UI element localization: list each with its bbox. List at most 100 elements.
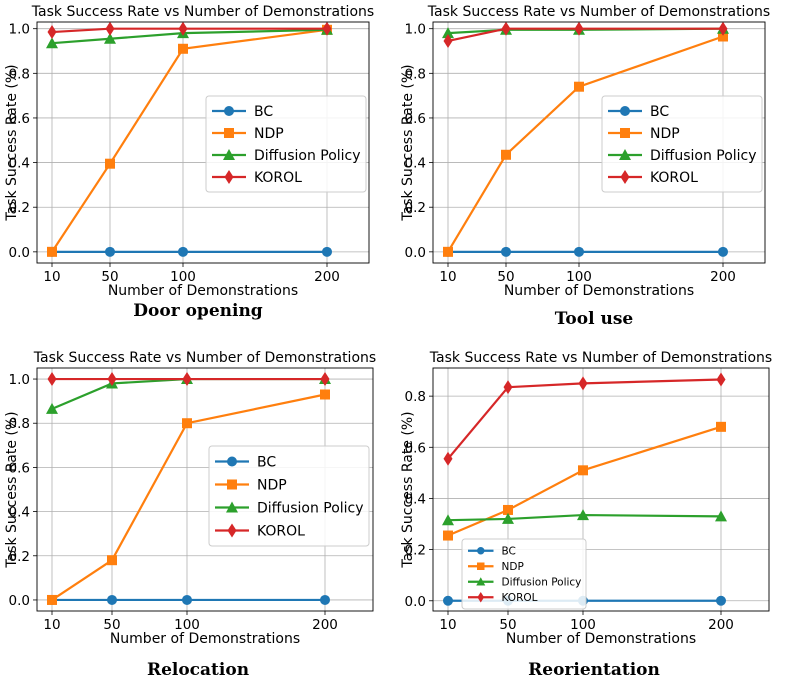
c0-chart-title: Task Success Rate vs Number of Demonstra… (31, 4, 374, 20)
c1-legend-label-diffusion-policy: Diffusion Policy (650, 148, 757, 164)
c0-tick-label-x-3: 200 (314, 269, 340, 285)
c1-point-korol-1 (501, 21, 511, 36)
c0-point-korol-2 (178, 21, 188, 36)
c1-tick-label-y-1: 0.2 (405, 200, 426, 216)
c1-point-bc-3 (718, 246, 728, 257)
chart-panel-door-opening: Task Success Rate vs Number of Demonstra… (0, 0, 396, 342)
c0-legend-marker-korol (224, 170, 234, 184)
c3-point-korol-2 (578, 376, 588, 391)
c3-point-ndp-1 (503, 504, 513, 515)
c1-point-korol-0 (443, 33, 453, 48)
c3-point-bc-0 (443, 595, 453, 606)
c3-series-line-diffusion-policy (447, 513, 722, 522)
c0-point-korol-3 (322, 21, 332, 36)
c0-tick-label-y-3: 0.6 (9, 111, 30, 127)
chart-caption: Reorientation (528, 660, 660, 680)
c0-legend-label-korol: KOROL (254, 170, 302, 186)
c1-chart-title: Task Success Rate vs Number of Demonstra… (427, 4, 770, 20)
chart-panel-tool-use: Task Success Rate vs Number of Demonstra… (396, 0, 792, 342)
c0-y-axis-label: Task Success Rate (%) (4, 64, 20, 221)
chart-door-opening: Task Success Rate vs Number of Demonstra… (4, 4, 374, 299)
c2-tick-label-y-5: 1.0 (9, 372, 30, 388)
chart-relocation: Task Success Rate vs Number of Demonstra… (4, 350, 376, 647)
c3-point-ndp-0 (443, 530, 453, 541)
c2-point-ndp-2 (182, 418, 192, 429)
c2-point-ndp-3 (320, 389, 330, 400)
c3-legend-marker-korol (477, 592, 485, 603)
c0-tick-label-y-1: 0.2 (9, 200, 30, 216)
c0-series-line-diffusion-policy (51, 28, 328, 45)
c1-legend-label-ndp: NDP (650, 126, 680, 142)
c0-series-line-ndp (51, 28, 328, 253)
c0-point-bc-1 (105, 246, 115, 257)
c0-plot-frame (36, 21, 370, 264)
c2-tick-label-x-0: 10 (43, 617, 60, 633)
c3-point-ndp-3 (716, 421, 726, 432)
c3-point-korol-3 (716, 372, 726, 387)
c0-point-bc-2 (178, 246, 188, 257)
c3-point-diffusion-policy-3 (715, 510, 727, 522)
c1-legend-label-bc: BC (650, 104, 669, 120)
c0-tick-label-y-0: 0.0 (9, 245, 30, 261)
c1-tick-label-y-3: 0.6 (405, 111, 426, 127)
c0-point-korol-0 (47, 25, 57, 40)
c1-plot-frame (432, 21, 766, 264)
c3-point-diffusion-policy-1 (502, 512, 514, 524)
c1-point-korol-3 (718, 21, 728, 36)
c2-tick-label-x-1: 50 (103, 617, 120, 633)
c0-tick-label-x-1: 50 (101, 269, 118, 285)
c1-tick-label-y-2: 0.4 (405, 156, 426, 172)
c1-tick-label-y-5: 1.0 (405, 22, 426, 38)
c0-point-bc-3 (322, 246, 332, 257)
c2-point-korol-0 (47, 372, 57, 387)
chart-tool-use: Task Success Rate vs Number of Demonstra… (400, 4, 770, 299)
c2-point-ndp-1 (107, 555, 117, 566)
c3-plot-frame (432, 367, 770, 612)
chart-panel-reorientation: Task Success Rate vs Number of Demonstra… (396, 342, 792, 684)
c3-point-korol-0 (443, 451, 453, 466)
c1-point-bc-2 (574, 246, 584, 257)
c2-legend-box (208, 445, 370, 547)
chart-caption: Tool use (554, 309, 634, 329)
c1-point-ndp-3 (718, 31, 728, 42)
c0-tick-label-y-5: 1.0 (9, 22, 30, 38)
c2-point-bc-2 (182, 594, 192, 605)
c3-legend-marker-diffusion-policy (476, 577, 486, 586)
c2-x-axis-label: Number of Demonstrations (110, 631, 300, 647)
c3-tick-label-x-2: 100 (570, 617, 596, 633)
c0-legend-box (205, 95, 367, 193)
c3-tick-label-y-0: 0.0 (405, 594, 426, 610)
c1-point-bc-1 (501, 246, 511, 257)
c0-legend-label-diffusion-policy: Diffusion Policy (254, 148, 361, 164)
c1-legend-marker-korol (620, 170, 630, 184)
c3-x-axis-label: Number of Demonstrations (506, 631, 696, 647)
c2-legend-marker-korol (227, 523, 237, 538)
c2-legend-marker-ndp (227, 479, 237, 490)
c3-point-korol-1 (503, 380, 513, 395)
c3-legend-marker-bc (477, 547, 485, 555)
c2-tick-label-y-2: 0.4 (9, 505, 30, 521)
c1-point-ndp-1 (501, 149, 511, 160)
c1-tick-label-x-3: 200 (710, 269, 736, 285)
c3-tick-label-x-0: 10 (439, 617, 456, 633)
c2-legend-label-ndp: NDP (257, 478, 287, 494)
c0-legend-label-bc: BC (254, 104, 273, 120)
c3-chart-title: Task Success Rate vs Number of Demonstra… (429, 350, 772, 366)
c2-legend-label-diffusion-policy: Diffusion Policy (257, 501, 364, 517)
c3-legend-label-diffusion-policy: Diffusion Policy (502, 577, 582, 589)
c2-tick-label-y-1: 0.2 (9, 549, 30, 565)
c2-legend-label-korol: KOROL (257, 524, 305, 540)
c2-series-line-ndp (51, 393, 326, 601)
c3-tick-label-y-1: 0.2 (405, 543, 426, 559)
c1-legend-marker-bc (620, 106, 630, 116)
c3-series-line-ndp (447, 425, 722, 537)
c1-series-line-ndp (447, 35, 724, 253)
chart-caption: Relocation (146, 660, 250, 680)
c3-tick-label-x-3: 200 (708, 617, 734, 633)
c2-point-bc-1 (107, 594, 117, 605)
c2-plot-frame (36, 367, 374, 612)
c1-tick-label-x-1: 50 (497, 269, 514, 285)
c3-legend-label-korol: KOROL (502, 592, 538, 604)
c3-point-diffusion-policy-2 (577, 509, 589, 521)
c0-legend-marker-ndp (224, 128, 234, 138)
